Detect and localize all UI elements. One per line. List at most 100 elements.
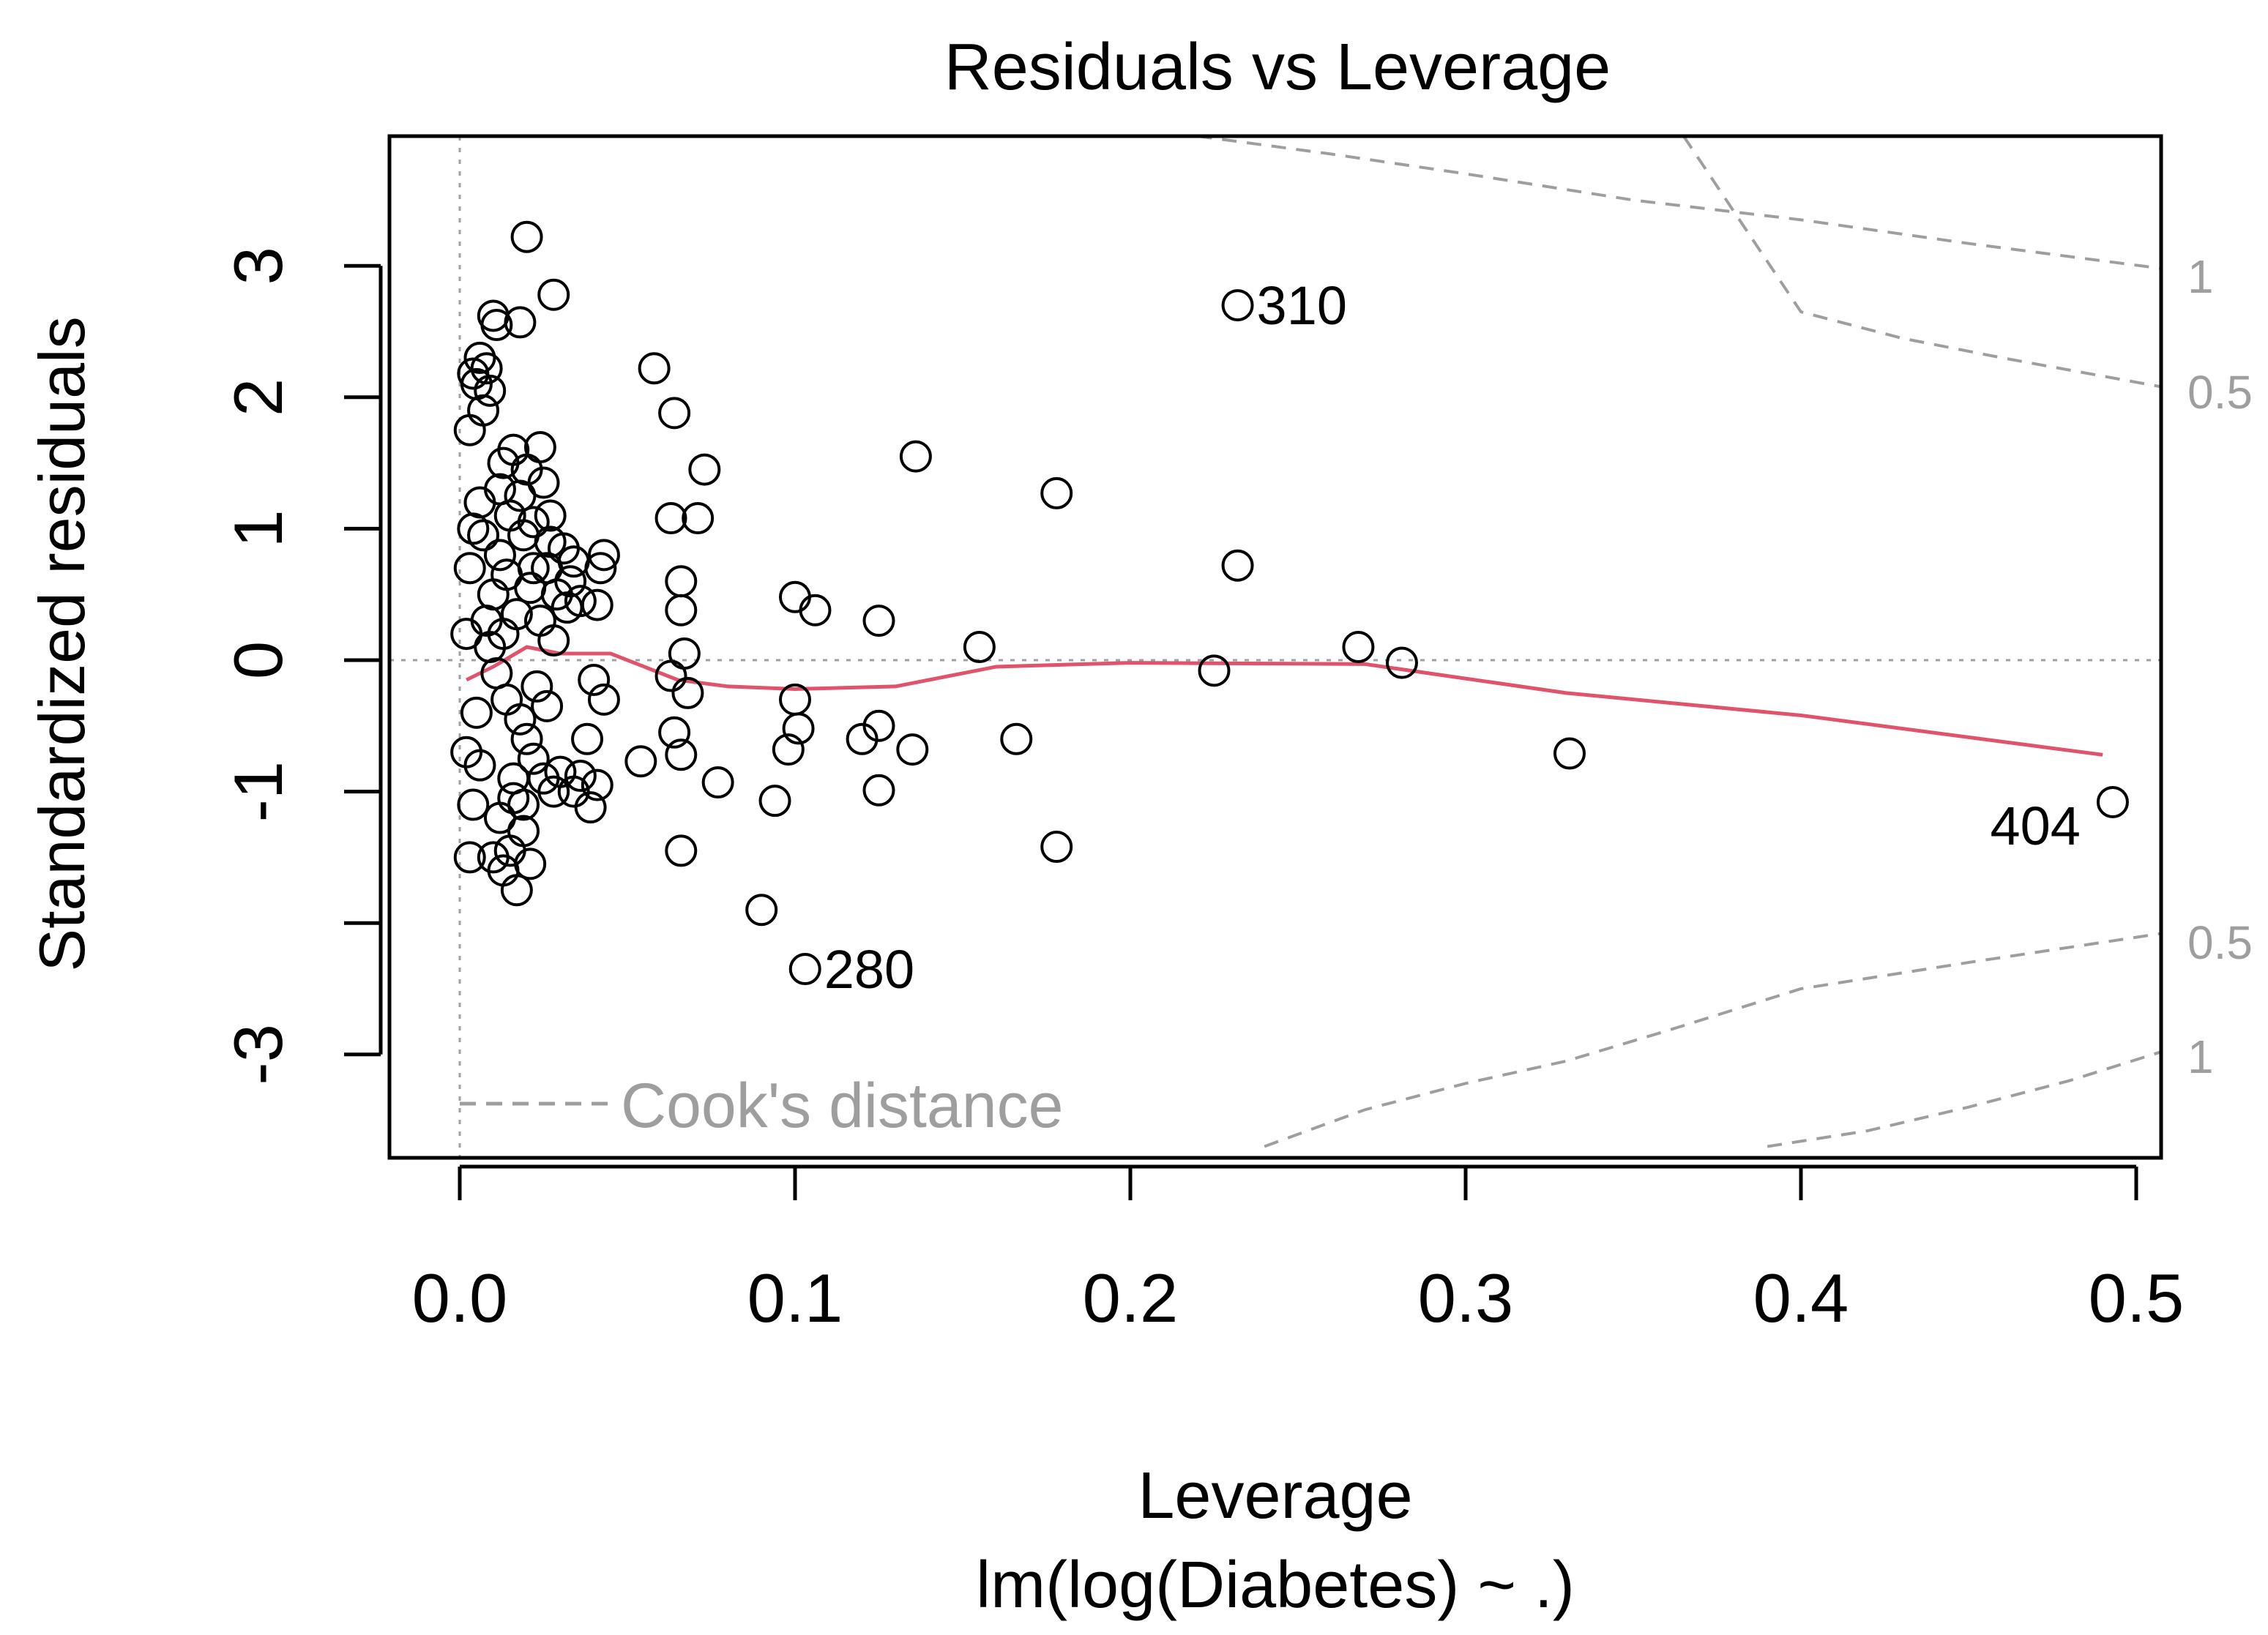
x-tick-label: 0.2 <box>1083 1260 1179 1336</box>
data-point <box>531 689 564 722</box>
data-point <box>587 539 620 572</box>
data-point <box>701 766 734 799</box>
plot-frame <box>387 134 2163 1160</box>
data-point <box>504 306 537 339</box>
point-label-280: 280 <box>824 939 914 1000</box>
data-point <box>490 558 523 591</box>
x-tick-label: 0.0 <box>412 1260 508 1336</box>
data-point <box>467 394 500 427</box>
data-point <box>487 854 520 887</box>
data-point <box>745 894 778 927</box>
data-point <box>507 519 540 552</box>
data-point <box>521 670 553 703</box>
data-point-404 <box>2096 785 2129 818</box>
cooks-contour-lower-1 <box>1767 1050 2162 1148</box>
data-point <box>896 733 929 766</box>
data-point <box>510 220 543 253</box>
legend: Cook's distance <box>460 1071 1063 1141</box>
reference-lines <box>389 136 2161 1158</box>
data-point-280 <box>788 953 821 986</box>
data-point <box>460 696 493 729</box>
chart-subtitle: lm(log(Diabetes) ~ .) <box>976 1549 1575 1622</box>
data-point <box>497 433 530 466</box>
y-tick-label: 2 <box>220 378 296 416</box>
x-tick-label: 0.4 <box>1753 1260 1849 1336</box>
data-point <box>772 733 805 766</box>
data-point <box>1040 831 1073 864</box>
data-point <box>671 676 704 709</box>
data-point <box>457 788 490 821</box>
cooks-distance-contours <box>1197 135 2162 1148</box>
smoother-line <box>466 645 2103 757</box>
cooks-contour-lower-0.5 <box>1264 932 2162 1148</box>
x-axis-label: Leverage <box>1138 1459 1412 1533</box>
data-point <box>557 775 590 808</box>
data-point <box>758 785 791 818</box>
cooks-label-upper-05: 0.5 <box>2187 366 2253 419</box>
data-point <box>654 659 687 692</box>
data-point <box>665 594 698 626</box>
x-axis: 0.0 0.1 0.2 0.3 0.4 0.5 <box>412 1164 2185 1336</box>
point-label-310: 310 <box>1257 275 1347 336</box>
data-points <box>450 220 2129 986</box>
data-point <box>457 357 490 390</box>
data-point <box>578 663 611 696</box>
data-point <box>474 374 507 407</box>
data-point <box>571 722 604 755</box>
data-point <box>862 605 895 637</box>
data-point <box>862 774 895 807</box>
data-point <box>453 552 486 585</box>
y-axis-label: Standardized residuals <box>26 316 98 971</box>
x-tick-label: 0.5 <box>2089 1260 2185 1336</box>
data-point <box>480 309 513 342</box>
data-point <box>581 768 613 801</box>
data-point <box>963 631 996 664</box>
y-axis: -3 -1 0 1 2 3 <box>220 247 383 1085</box>
data-point <box>500 874 533 907</box>
data-point <box>799 594 832 626</box>
data-point <box>779 580 811 613</box>
data-point <box>564 585 597 618</box>
data-point <box>862 709 895 742</box>
data-point <box>457 512 490 545</box>
data-point <box>782 712 815 745</box>
y-tick-label: -1 <box>220 761 296 823</box>
data-point <box>477 841 510 874</box>
data-point <box>557 545 590 578</box>
data-point <box>523 431 556 464</box>
data-point <box>1385 646 1418 679</box>
data-point <box>450 618 483 651</box>
x-tick-label: 0.3 <box>1418 1260 1514 1336</box>
data-point <box>534 499 567 532</box>
data-point <box>534 525 567 558</box>
data-point <box>554 565 587 598</box>
data-point <box>654 502 687 535</box>
data-point <box>463 486 496 519</box>
data-point <box>483 539 516 572</box>
legend-label: Cook's distance <box>621 1071 1063 1141</box>
data-point <box>581 588 613 621</box>
data-point <box>658 397 691 430</box>
data-point <box>587 683 620 716</box>
data-point <box>487 446 520 479</box>
data-point <box>665 834 698 867</box>
x-tick-label: 0.1 <box>747 1260 843 1336</box>
data-point <box>899 440 932 473</box>
point-labels: 310 280 404 <box>824 275 2081 1000</box>
data-point <box>453 841 486 874</box>
data-point <box>665 565 698 598</box>
data-point <box>463 341 496 374</box>
data-point <box>658 716 691 749</box>
cooks-contour-upper-0.5 <box>1682 135 2162 389</box>
data-point <box>1342 631 1375 664</box>
data-point <box>517 552 550 585</box>
cooks-label-lower-05: 0.5 <box>2187 916 2253 969</box>
data-point <box>450 736 483 768</box>
cooks-label-upper-1: 1 <box>2187 250 2214 303</box>
cooks-contour-upper-1 <box>1197 135 2162 270</box>
data-point <box>497 762 530 795</box>
data-point-310 <box>1221 289 1254 322</box>
data-point <box>504 703 537 736</box>
smoother-layer <box>466 645 2103 757</box>
